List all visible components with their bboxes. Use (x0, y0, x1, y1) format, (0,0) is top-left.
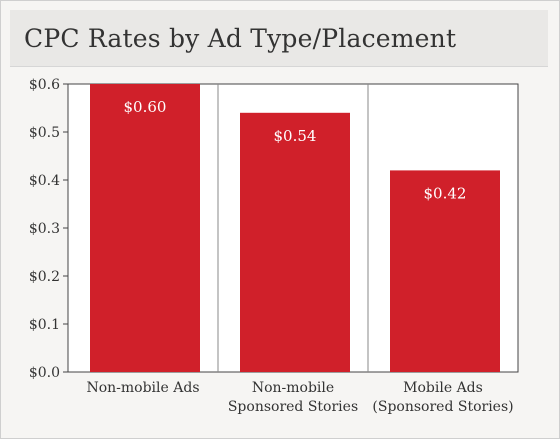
data-label: $0.60 (124, 98, 167, 116)
y-tick-label: $0.4 (29, 173, 60, 189)
y-tick-label: $0.0 (29, 365, 60, 381)
x-category-label: Mobile Ads (Sponsored Stories) (372, 380, 513, 415)
y-tick-label: $0.5 (29, 125, 60, 141)
y-tick-label: $0.6 (29, 77, 60, 93)
y-tick-label: $0.2 (29, 269, 60, 285)
y-tick-label: $0.1 (29, 317, 60, 333)
data-label: $0.42 (424, 184, 467, 202)
title-divider (10, 66, 548, 67)
y-tick-label: $0.3 (29, 221, 60, 237)
bar (240, 112, 350, 373)
chart-title: CPC Rates by Ad Type/Placement (24, 24, 457, 53)
data-label: $0.54 (274, 127, 317, 145)
bar (90, 84, 200, 372)
x-category-label: Non-mobile Ads (86, 380, 199, 396)
title-bar (10, 10, 548, 66)
bar (390, 170, 500, 372)
x-category-label: Non-mobile Sponsored Stories (228, 380, 358, 415)
